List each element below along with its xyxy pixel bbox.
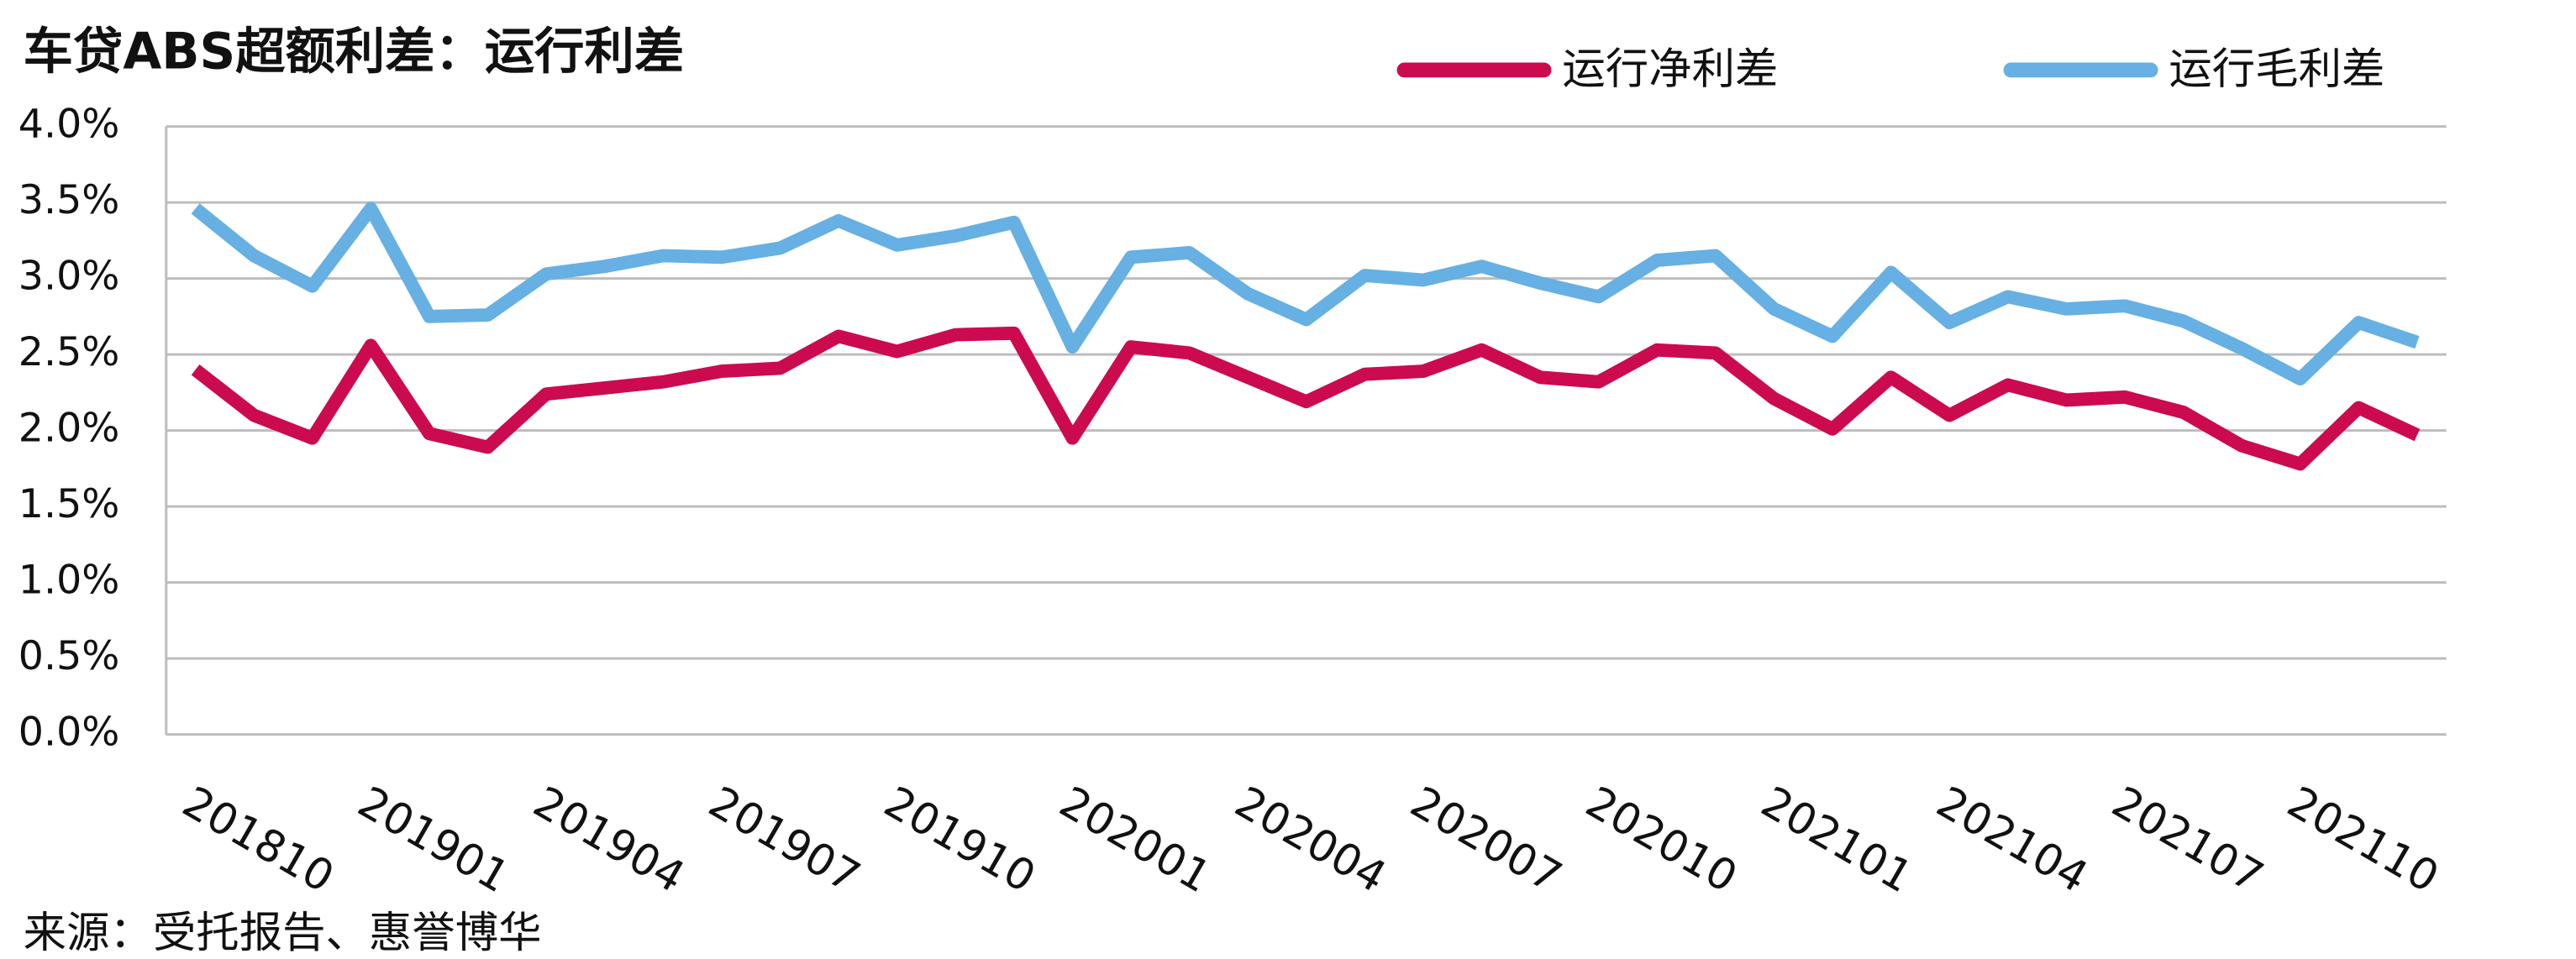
x-tick-label: 202104 <box>1928 777 2096 903</box>
x-tick-label: 202004 <box>1227 777 1395 903</box>
y-tick-label: 1.5% <box>18 481 120 527</box>
x-tick-label: 202010 <box>1577 777 1745 903</box>
y-tick-label: 2.0% <box>18 406 120 452</box>
y-tick-label: 1.0% <box>18 558 120 604</box>
x-tick-label: 201904 <box>525 777 693 903</box>
line-series <box>191 326 2421 471</box>
y-tick-label: 4.0% <box>18 102 120 148</box>
x-tick-label: 202007 <box>1402 777 1570 903</box>
y-tick-label: 2.5% <box>18 329 120 375</box>
x-tick-label: 202101 <box>1753 777 1921 903</box>
y-tick-label: 3.0% <box>18 254 120 300</box>
y-tick-label: 0.0% <box>18 710 120 756</box>
legend-label: 运行毛利差 <box>2169 44 2384 94</box>
x-tick-label: 201810 <box>174 777 342 903</box>
legend-label: 运行净利差 <box>1562 44 1778 94</box>
y-tick-label: 0.5% <box>18 633 120 679</box>
x-tick-label: 201907 <box>701 777 869 903</box>
x-tick-label: 201901 <box>350 777 518 903</box>
source: 来源：受托报告、惠誉博华 <box>24 908 542 958</box>
chart-title: 车贷ABS超额利差：运行利差 <box>24 23 684 81</box>
x-tick-label: 202110 <box>2279 777 2447 903</box>
x-tick-label: 202107 <box>2104 777 2272 903</box>
y-tick-label: 3.5% <box>18 177 120 223</box>
x-tick-label: 201910 <box>875 777 1044 903</box>
x-tick-label: 202001 <box>1051 777 1219 903</box>
line-series <box>191 202 2420 386</box>
